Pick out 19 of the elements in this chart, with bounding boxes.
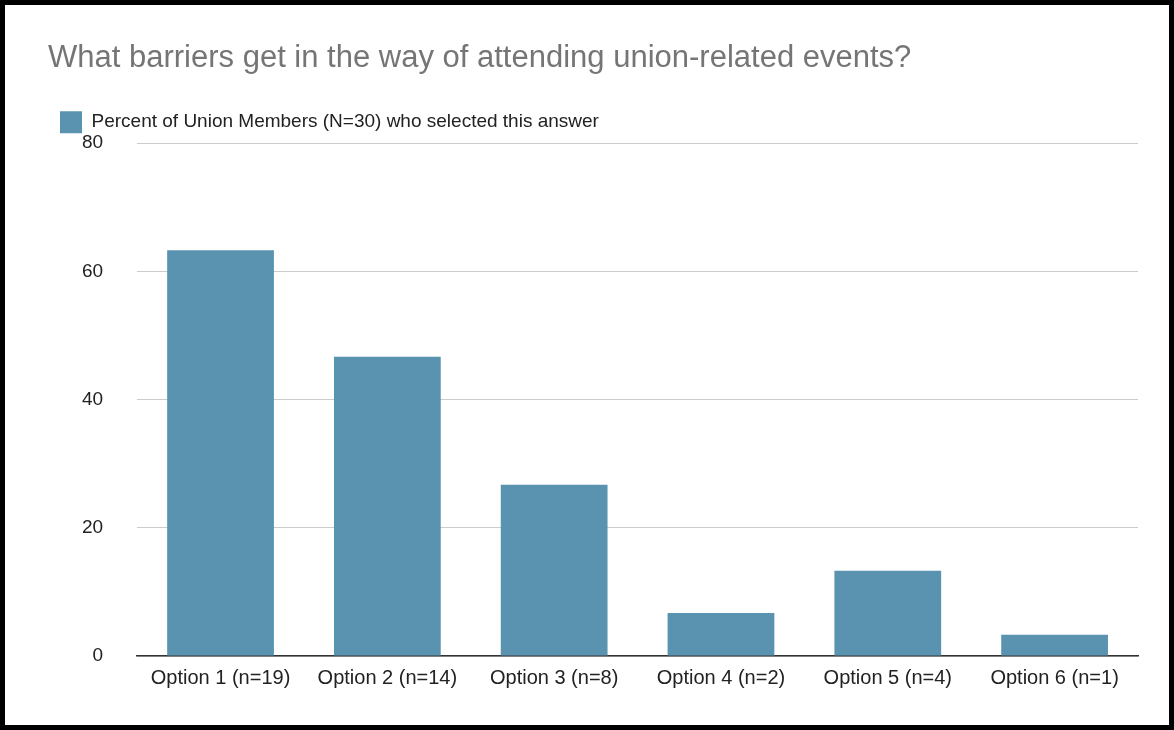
bar bbox=[500, 484, 608, 656]
y-tick-label: 20 bbox=[81, 516, 104, 538]
x-tick-label: Option 2 (n=14) bbox=[317, 665, 458, 688]
x-tick-label: Option 4 (n=2) bbox=[656, 665, 786, 688]
bar bbox=[834, 570, 942, 656]
y-tick-label: 80 bbox=[81, 131, 104, 153]
y-tick-label: 60 bbox=[81, 259, 104, 281]
x-tick-label: Option 1 (n=19) bbox=[150, 665, 291, 688]
bar bbox=[333, 356, 441, 656]
y-tick-label: 0 bbox=[92, 644, 104, 666]
legend-label: Percent of Union Members (N=30) who selected this answer bbox=[91, 110, 600, 132]
chart-title: What barriers get in the way of attending union-related events? bbox=[48, 39, 912, 75]
bar bbox=[167, 250, 274, 656]
y-tick-label: 40 bbox=[81, 387, 104, 409]
bar bbox=[1001, 634, 1108, 656]
x-tick-label: Option 6 (n=1) bbox=[990, 665, 1119, 688]
x-tick-label: Option 5 (n=4) bbox=[823, 665, 952, 688]
x-tick-label: Option 3 (n=8) bbox=[489, 665, 619, 688]
bar bbox=[667, 613, 775, 656]
